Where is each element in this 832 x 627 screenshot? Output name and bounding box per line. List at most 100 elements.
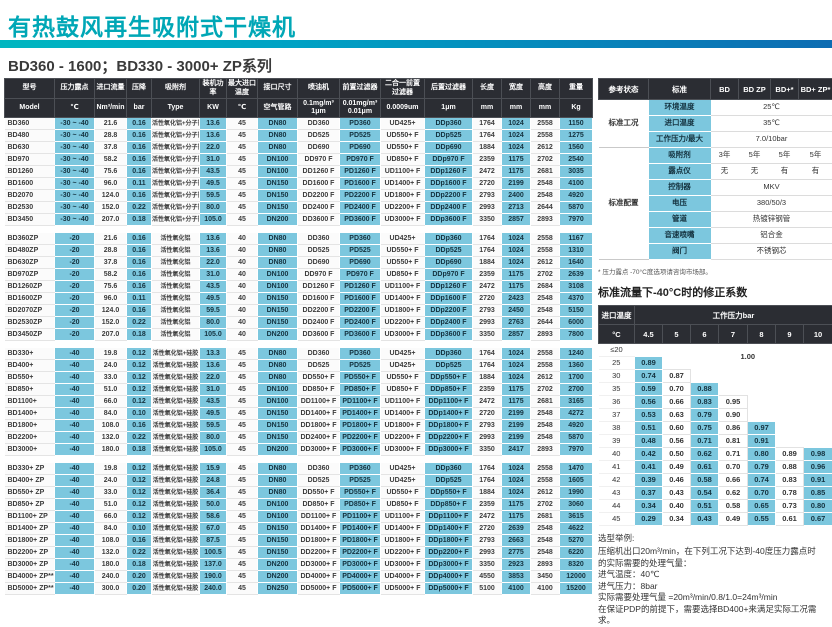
column-unit: Nm³/min bbox=[95, 99, 127, 118]
factor-cell: 0.89 bbox=[776, 448, 804, 461]
factor-cell: 0.83 bbox=[691, 396, 719, 409]
factor-cell: 0.59 bbox=[635, 383, 663, 396]
factor-cell: 0.70 bbox=[719, 461, 748, 474]
factor-cell: 0.88 bbox=[776, 461, 804, 474]
temp-value: 30 bbox=[599, 370, 635, 383]
factor-cell: 0.51 bbox=[635, 422, 663, 435]
temp-unit: °C bbox=[599, 325, 635, 344]
factor-cell: 0.87 bbox=[663, 370, 691, 383]
example-line: 进气压力：8bar bbox=[598, 581, 832, 592]
param-name: 环境温度 bbox=[649, 100, 711, 116]
example-line: 的实际需要的处理气量： bbox=[598, 558, 832, 569]
factor-cell: 0.74 bbox=[748, 474, 776, 487]
pressure-tick: 7 bbox=[719, 325, 748, 344]
factor-cell: 0.53 bbox=[635, 409, 663, 422]
param-value: 5年 bbox=[799, 148, 832, 164]
param-value: MKV bbox=[711, 180, 832, 196]
column-unit: mm bbox=[502, 99, 531, 118]
factor-cell: 0.34 bbox=[635, 500, 663, 513]
param-value: 不锈钢芯 bbox=[711, 244, 832, 260]
column-header: 重量 bbox=[560, 79, 593, 99]
param-value: 有 bbox=[799, 164, 832, 180]
title-divider bbox=[0, 40, 832, 48]
temp-value: 25 bbox=[599, 357, 635, 370]
column-header: 压降 bbox=[127, 79, 152, 99]
column-unit: Type bbox=[152, 99, 200, 118]
column-header: 高度 bbox=[531, 79, 560, 99]
reference-corner: 参考状态 bbox=[599, 79, 649, 100]
param-value: 25℃ bbox=[711, 100, 832, 116]
param-name: 电压 bbox=[649, 196, 711, 212]
column-header: 压力露点 bbox=[55, 79, 95, 99]
datasheet-page: 有热鼓风再生吸附式干燥机 BD360 - 1600；BD330 - 3000+ … bbox=[0, 0, 832, 614]
factor-cell: 0.49 bbox=[719, 513, 748, 526]
factor-cell: 0.71 bbox=[691, 435, 719, 448]
factor-cell: 0.55 bbox=[748, 513, 776, 526]
factor-cell: 0.78 bbox=[776, 487, 804, 500]
pressure-tick: 9 bbox=[776, 325, 804, 344]
column-unit: ℃ bbox=[227, 99, 258, 118]
param-value: 热镀锌钢管 bbox=[711, 212, 832, 228]
param-value: 7.0/10bar bbox=[711, 132, 832, 148]
temp-value: 44 bbox=[599, 500, 635, 513]
param-value: 无 bbox=[711, 164, 739, 180]
factor-cell: 0.86 bbox=[719, 422, 748, 435]
temp-value: 42 bbox=[599, 474, 635, 487]
column-header: 最大进口温度 bbox=[227, 79, 258, 99]
factor-cell: 0.39 bbox=[635, 474, 663, 487]
section-label: 标准工况 bbox=[599, 100, 649, 148]
factor-cell: 0.54 bbox=[691, 487, 719, 500]
factor-cell: 0.42 bbox=[635, 448, 663, 461]
column-unit: mm bbox=[531, 99, 560, 118]
column-header: 前置过滤器 bbox=[340, 79, 381, 99]
factor-cell: 0.43 bbox=[691, 513, 719, 526]
factor-cell: 0.43 bbox=[663, 487, 691, 500]
temp-value: 40 bbox=[599, 448, 635, 461]
pressure-tick: 10 bbox=[804, 325, 832, 344]
factor-cell: 0.40 bbox=[663, 500, 691, 513]
factor-cell: 0.37 bbox=[635, 487, 663, 500]
factor-cell: 0.58 bbox=[719, 500, 748, 513]
column-unit: 0.0009um bbox=[381, 99, 425, 118]
factor-cell: 0.48 bbox=[635, 435, 663, 448]
factor-cell: 0.58 bbox=[691, 474, 719, 487]
section-label: 标准配置 bbox=[599, 148, 649, 260]
temp-value: 39 bbox=[599, 435, 635, 448]
param-name: 工作压力/最大 bbox=[649, 132, 711, 148]
factor-cell: 0.61 bbox=[691, 461, 719, 474]
temp-value: 43 bbox=[599, 487, 635, 500]
example-lines: 压缩机出口20m³/min，在下列工况下达到-40度压力露点时的实际需要的处理气… bbox=[598, 546, 832, 626]
